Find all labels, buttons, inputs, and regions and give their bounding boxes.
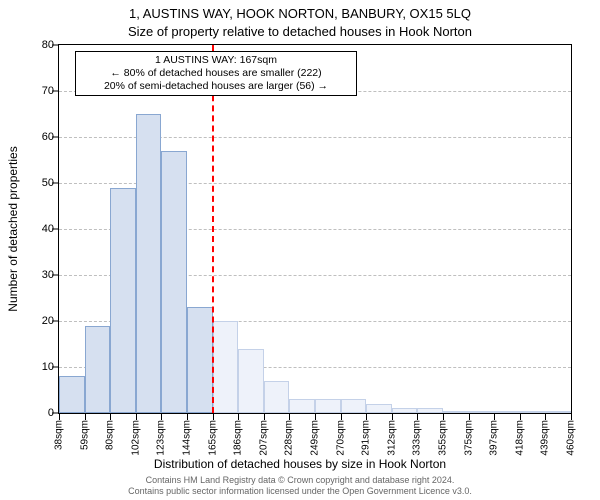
annotation-box: 1 AUSTINS WAY: 167sqm← 80% of detached h… (75, 51, 357, 96)
annotation-line: 1 AUSTINS WAY: 167sqm (82, 54, 350, 67)
y-tick-label: 30 (14, 269, 54, 281)
chart-title-line2: Size of property relative to detached ho… (0, 24, 600, 39)
footer-line2: Contains public sector information licen… (0, 486, 600, 497)
x-tick-label: 38sqm (54, 420, 65, 450)
annotation-line: ← 80% of detached houses are smaller (22… (82, 67, 350, 80)
x-tick-mark (264, 414, 265, 420)
histogram-bar (161, 151, 187, 413)
chart-title-line1: 1, AUSTINS WAY, HOOK NORTON, BANBURY, OX… (0, 6, 600, 21)
x-tick-mark (161, 414, 162, 420)
x-tick-label: 165sqm (207, 420, 218, 456)
x-tick-mark (417, 414, 418, 420)
histogram-bar (494, 411, 520, 413)
x-tick-mark (289, 414, 290, 420)
x-tick-mark (238, 414, 239, 420)
x-tick-mark (443, 414, 444, 420)
x-tick-label: 270sqm (335, 420, 346, 456)
x-tick-label: 228sqm (284, 420, 295, 456)
footer-line1: Contains HM Land Registry data © Crown c… (0, 475, 600, 486)
x-tick-mark (494, 414, 495, 420)
footer-attribution: Contains HM Land Registry data © Crown c… (0, 475, 600, 497)
chart-container: 1, AUSTINS WAY, HOOK NORTON, BANBURY, OX… (0, 0, 600, 500)
x-tick-label: 123sqm (156, 420, 167, 456)
x-tick-label: 102sqm (130, 420, 141, 456)
y-tick-label: 60 (14, 131, 54, 143)
x-tick-label: 59sqm (79, 420, 90, 450)
annotation-line: 20% of semi-detached houses are larger (… (82, 80, 350, 93)
y-tick-mark (52, 45, 58, 46)
histogram-bar (213, 321, 239, 413)
y-tick-mark (52, 229, 58, 230)
x-tick-label: 207sqm (258, 420, 269, 456)
y-tick-label: 20 (14, 315, 54, 327)
histogram-bar (520, 411, 546, 413)
x-tick-mark (110, 414, 111, 420)
histogram-bar (366, 404, 392, 413)
y-tick-label: 80 (14, 39, 54, 51)
x-tick-label: 460sqm (566, 420, 577, 456)
histogram-bar (264, 381, 290, 413)
y-tick-label: 50 (14, 177, 54, 189)
histogram-bar (59, 376, 85, 413)
reference-line (212, 45, 214, 413)
y-tick-mark (52, 91, 58, 92)
x-tick-label: 144sqm (182, 420, 193, 456)
x-tick-label: 355sqm (438, 420, 449, 456)
x-tick-label: 375sqm (463, 420, 474, 456)
x-tick-mark (136, 414, 137, 420)
x-tick-label: 80sqm (105, 420, 116, 450)
x-tick-mark (520, 414, 521, 420)
histogram-bar (110, 188, 136, 413)
y-tick-label: 70 (14, 85, 54, 97)
x-tick-label: 291sqm (361, 420, 372, 456)
y-tick-label: 0 (14, 407, 54, 419)
x-tick-mark (469, 414, 470, 420)
histogram-bar (187, 307, 213, 413)
x-axis-label: Distribution of detached houses by size … (0, 457, 600, 471)
x-tick-mark (59, 414, 60, 420)
histogram-bar (238, 349, 264, 413)
histogram-bar (392, 408, 418, 413)
x-tick-mark (85, 414, 86, 420)
histogram-bar (545, 411, 571, 413)
histogram-bar (315, 399, 341, 413)
x-tick-mark (545, 414, 546, 420)
x-tick-label: 418sqm (514, 420, 525, 456)
y-tick-mark (52, 367, 58, 368)
plot-area: 1 AUSTINS WAY: 167sqm← 80% of detached h… (58, 44, 572, 414)
y-tick-mark (52, 321, 58, 322)
histogram-bar (289, 399, 315, 413)
y-tick-mark (52, 137, 58, 138)
x-tick-label: 397sqm (489, 420, 500, 456)
x-tick-label: 439sqm (540, 420, 551, 456)
y-tick-mark (52, 275, 58, 276)
x-tick-mark (213, 414, 214, 420)
x-tick-mark (341, 414, 342, 420)
y-tick-label: 10 (14, 361, 54, 373)
x-tick-mark (392, 414, 393, 420)
histogram-bar (469, 411, 495, 413)
x-tick-mark (315, 414, 316, 420)
histogram-bar (136, 114, 162, 413)
histogram-bar (341, 399, 367, 413)
histogram-bar (443, 411, 469, 413)
y-tick-mark (52, 183, 58, 184)
y-tick-label: 40 (14, 223, 54, 235)
histogram-bar (417, 408, 443, 413)
x-tick-mark (366, 414, 367, 420)
histogram-bar (85, 326, 111, 413)
y-tick-mark (52, 413, 58, 414)
x-tick-mark (187, 414, 188, 420)
x-tick-label: 249sqm (310, 420, 321, 456)
x-tick-label: 186sqm (233, 420, 244, 456)
x-tick-label: 312sqm (386, 420, 397, 456)
x-tick-mark (571, 414, 572, 420)
x-tick-label: 333sqm (412, 420, 423, 456)
